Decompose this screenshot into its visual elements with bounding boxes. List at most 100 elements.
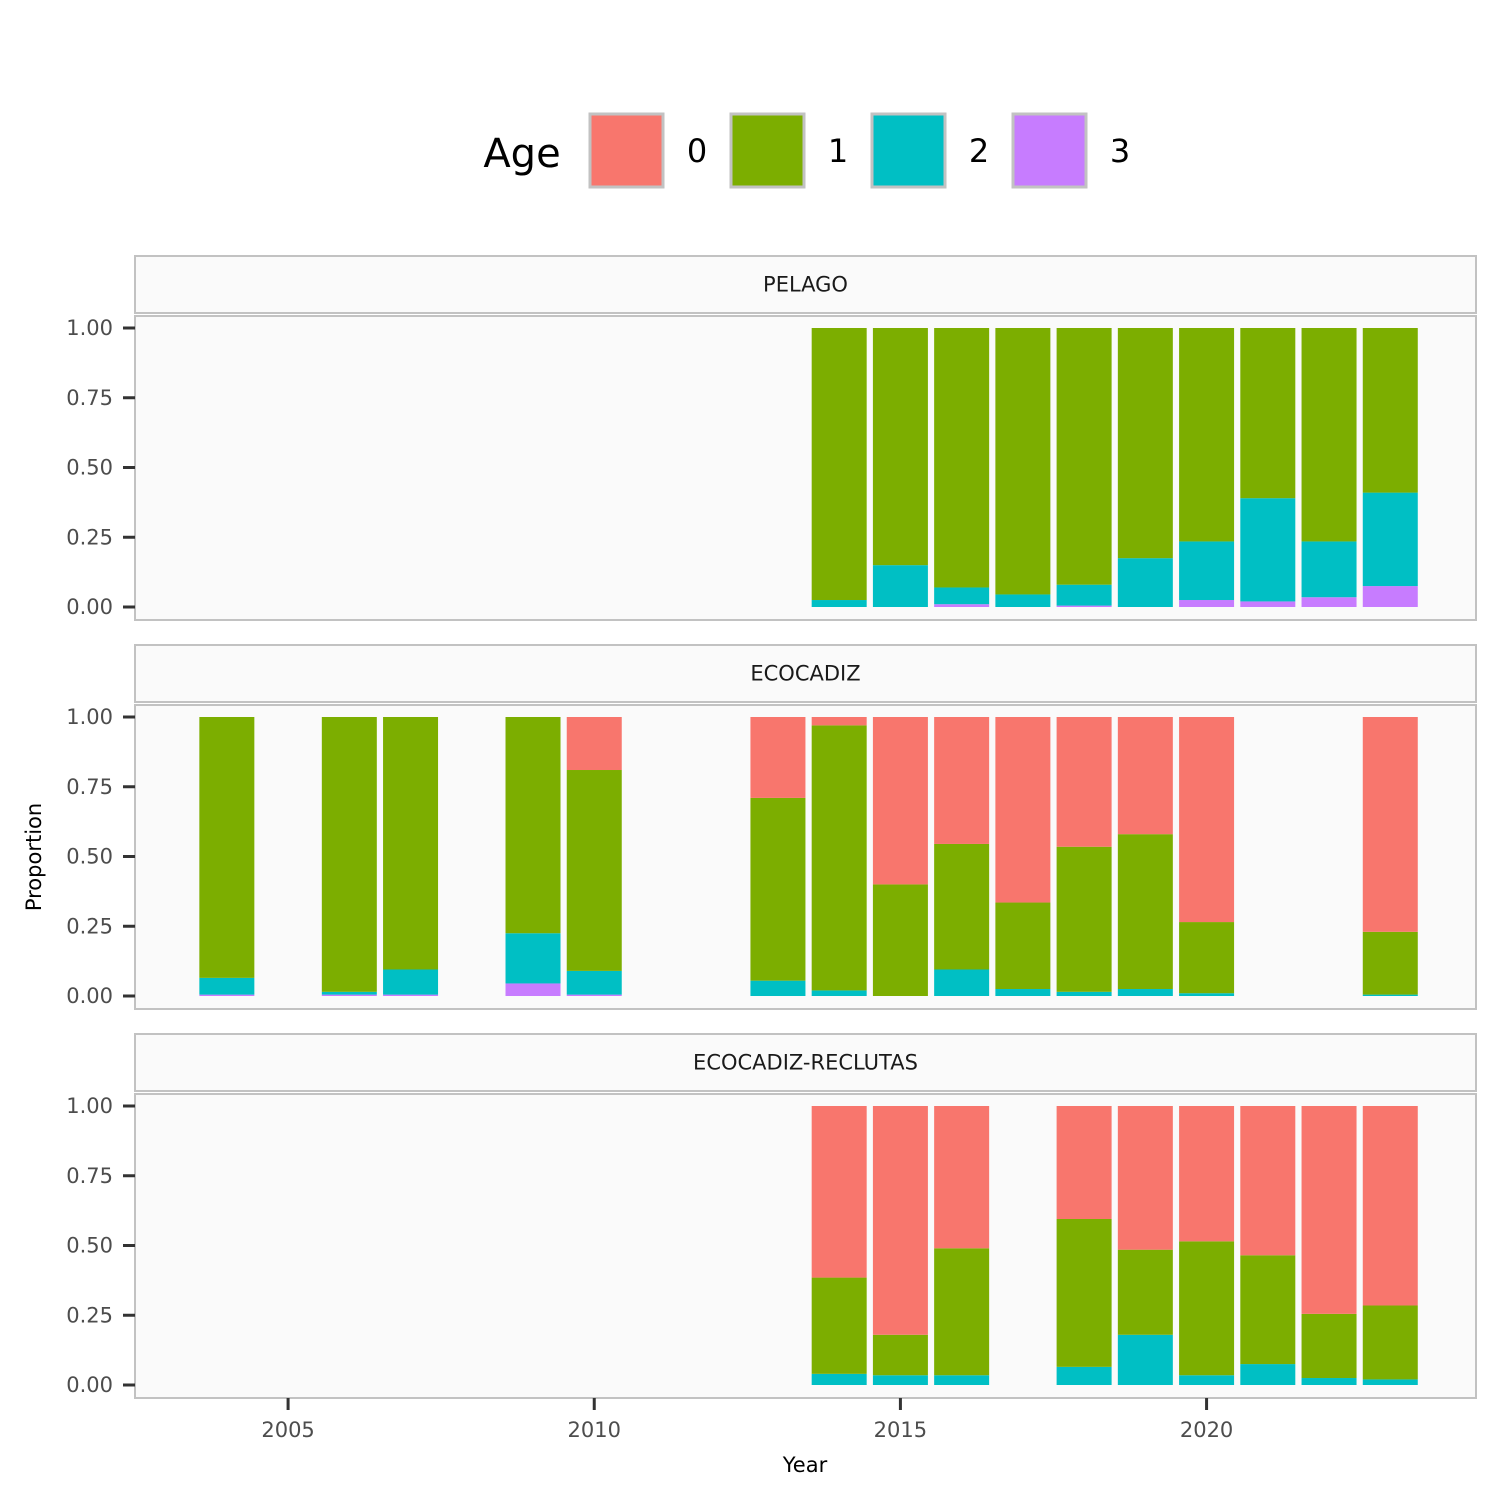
bar-2016-age-1 xyxy=(934,1248,990,1376)
facet-strip xyxy=(134,644,1477,703)
y-tick-label: 0.25 xyxy=(66,525,113,549)
y-tick-label: 0.25 xyxy=(66,914,113,938)
bar-2014-age-1 xyxy=(811,328,867,601)
bar-2015-age-2 xyxy=(872,1375,928,1385)
bar-2019-age-0 xyxy=(1117,1106,1173,1250)
x-tick-label: 2015 xyxy=(874,1418,927,1442)
bar-2010-age-2 xyxy=(566,970,622,995)
bar-2015-age-1 xyxy=(872,1334,928,1376)
y-tick-label: 0.00 xyxy=(66,595,113,619)
y-tick-label: 0.00 xyxy=(66,984,113,1008)
bar-2018-age-2 xyxy=(1056,991,1112,996)
y-tick-label: 0.75 xyxy=(66,775,113,799)
bar-2019-age-0 xyxy=(1117,717,1173,835)
bar-2019-age-2 xyxy=(1117,1334,1173,1385)
bar-2021-age-1 xyxy=(1240,328,1296,499)
bar-2018-age-1 xyxy=(1056,328,1112,585)
bar-2022-age-2 xyxy=(1301,1378,1357,1385)
bar-2017-age-2 xyxy=(995,989,1051,996)
bar-2022-age-0 xyxy=(1301,1106,1357,1314)
bar-2021-age-2 xyxy=(1240,1364,1296,1385)
bar-2014-age-2 xyxy=(811,1373,867,1385)
y-tick-label: 0.50 xyxy=(66,845,113,869)
bar-2010-age-1 xyxy=(566,770,622,971)
facet-panels: PELAGO 0.00 0.25 0.50 0.75 1.00 ECOCADIZ 0.00 0.… xyxy=(66,255,1477,1399)
bar-2016-age-2 xyxy=(934,969,990,996)
legend-title: Age xyxy=(483,131,560,177)
bar-2004-age-3 xyxy=(199,994,255,996)
bar-2016-age-3 xyxy=(934,604,990,607)
y-axis-title: Proportion xyxy=(22,803,46,911)
bar-2014-age-0 xyxy=(811,717,867,726)
y-tick-label: 1.00 xyxy=(66,705,113,729)
bar-2022-age-3 xyxy=(1301,597,1357,607)
bar-2006-age-2 xyxy=(321,991,377,995)
bar-2023-age-1 xyxy=(1362,1305,1418,1380)
legend-key-2 xyxy=(870,112,947,189)
bar-2020-age-2 xyxy=(1179,993,1235,996)
bar-2020-age-2 xyxy=(1179,541,1235,601)
bar-2013-age-1 xyxy=(750,797,806,981)
bar-2023-age-2 xyxy=(1362,994,1418,996)
bar-2018-age-1 xyxy=(1056,1218,1112,1367)
bar-2016-age-1 xyxy=(934,843,990,970)
bar-2023-age-2 xyxy=(1362,1379,1418,1385)
x-tick-label: 2020 xyxy=(1180,1418,1233,1442)
panel-pelago: PELAGO 0.00 0.25 0.50 0.75 1.00 xyxy=(66,255,1477,621)
bar-2019-age-2 xyxy=(1117,989,1173,996)
legend-key-3 xyxy=(1011,112,1088,189)
bar-2017-age-1 xyxy=(995,902,1051,990)
bar-2015-age-1 xyxy=(872,328,928,566)
bar-2007-age-3 xyxy=(383,994,439,996)
x-tick-label: 2005 xyxy=(261,1418,314,1442)
legend-label-1: 1 xyxy=(828,132,848,170)
y-tick-label: 1.00 xyxy=(66,316,113,340)
bar-2015-age-0 xyxy=(872,717,928,885)
bar-2023-age-2 xyxy=(1362,492,1418,587)
bar-2004-age-1 xyxy=(199,717,255,978)
bar-2015-age-0 xyxy=(872,1106,928,1335)
bar-2020-age-0 xyxy=(1179,717,1235,923)
bar-2014-age-1 xyxy=(811,1277,867,1374)
bar-2020-age-0 xyxy=(1179,1106,1235,1242)
bar-2009-age-1 xyxy=(505,717,561,934)
bar-2021-age-1 xyxy=(1240,1255,1296,1365)
bar-2009-age-2 xyxy=(505,933,561,984)
bar-2023-age-0 xyxy=(1362,717,1418,932)
bar-2020-age-1 xyxy=(1179,328,1235,542)
bar-2004-age-2 xyxy=(199,977,255,995)
y-tick-label: 1.00 xyxy=(66,1094,113,1118)
facet-strip-label: ECOCADIZ xyxy=(750,662,860,686)
bar-2015-age-2 xyxy=(872,565,928,607)
y-tick-label: 0.00 xyxy=(66,1373,113,1397)
bar-2017-age-2 xyxy=(995,594,1051,607)
bar-2016-age-0 xyxy=(934,717,990,844)
bar-2009-age-3 xyxy=(505,983,561,996)
facet-strip-label: PELAGO xyxy=(763,273,848,297)
bar-2023-age-1 xyxy=(1362,328,1418,493)
bar-2013-age-0 xyxy=(750,717,806,798)
y-tick-label: 0.75 xyxy=(66,1164,113,1188)
y-tick-label: 0.50 xyxy=(66,456,113,480)
x-axis: 2005 2010 2015 2020 xyxy=(261,1398,1233,1442)
panel-ecocadiz: ECOCADIZ 0.00 0.25 0.50 0.75 1.00 xyxy=(66,644,1477,1010)
bar-2021-age-3 xyxy=(1240,601,1296,607)
legend-label-2: 2 xyxy=(969,132,989,170)
x-tick-label: 2010 xyxy=(568,1418,621,1442)
bar-2014-age-2 xyxy=(811,600,867,607)
bar-2010-age-0 xyxy=(566,717,622,771)
bar-2022-age-1 xyxy=(1301,328,1357,542)
bar-2023-age-1 xyxy=(1362,931,1418,995)
bar-2006-age-3 xyxy=(321,994,377,996)
bar-2021-age-0 xyxy=(1240,1106,1296,1256)
bar-2010-age-3 xyxy=(566,994,622,996)
bar-2006-age-1 xyxy=(321,717,377,992)
bar-2019-age-1 xyxy=(1117,834,1173,990)
y-tick-label: 0.25 xyxy=(66,1303,113,1327)
legend: Age 0 1 2 3 xyxy=(483,112,1130,189)
bar-2018-age-0 xyxy=(1056,1106,1112,1219)
bar-2019-age-1 xyxy=(1117,328,1173,559)
legend-label-0: 0 xyxy=(687,132,707,170)
